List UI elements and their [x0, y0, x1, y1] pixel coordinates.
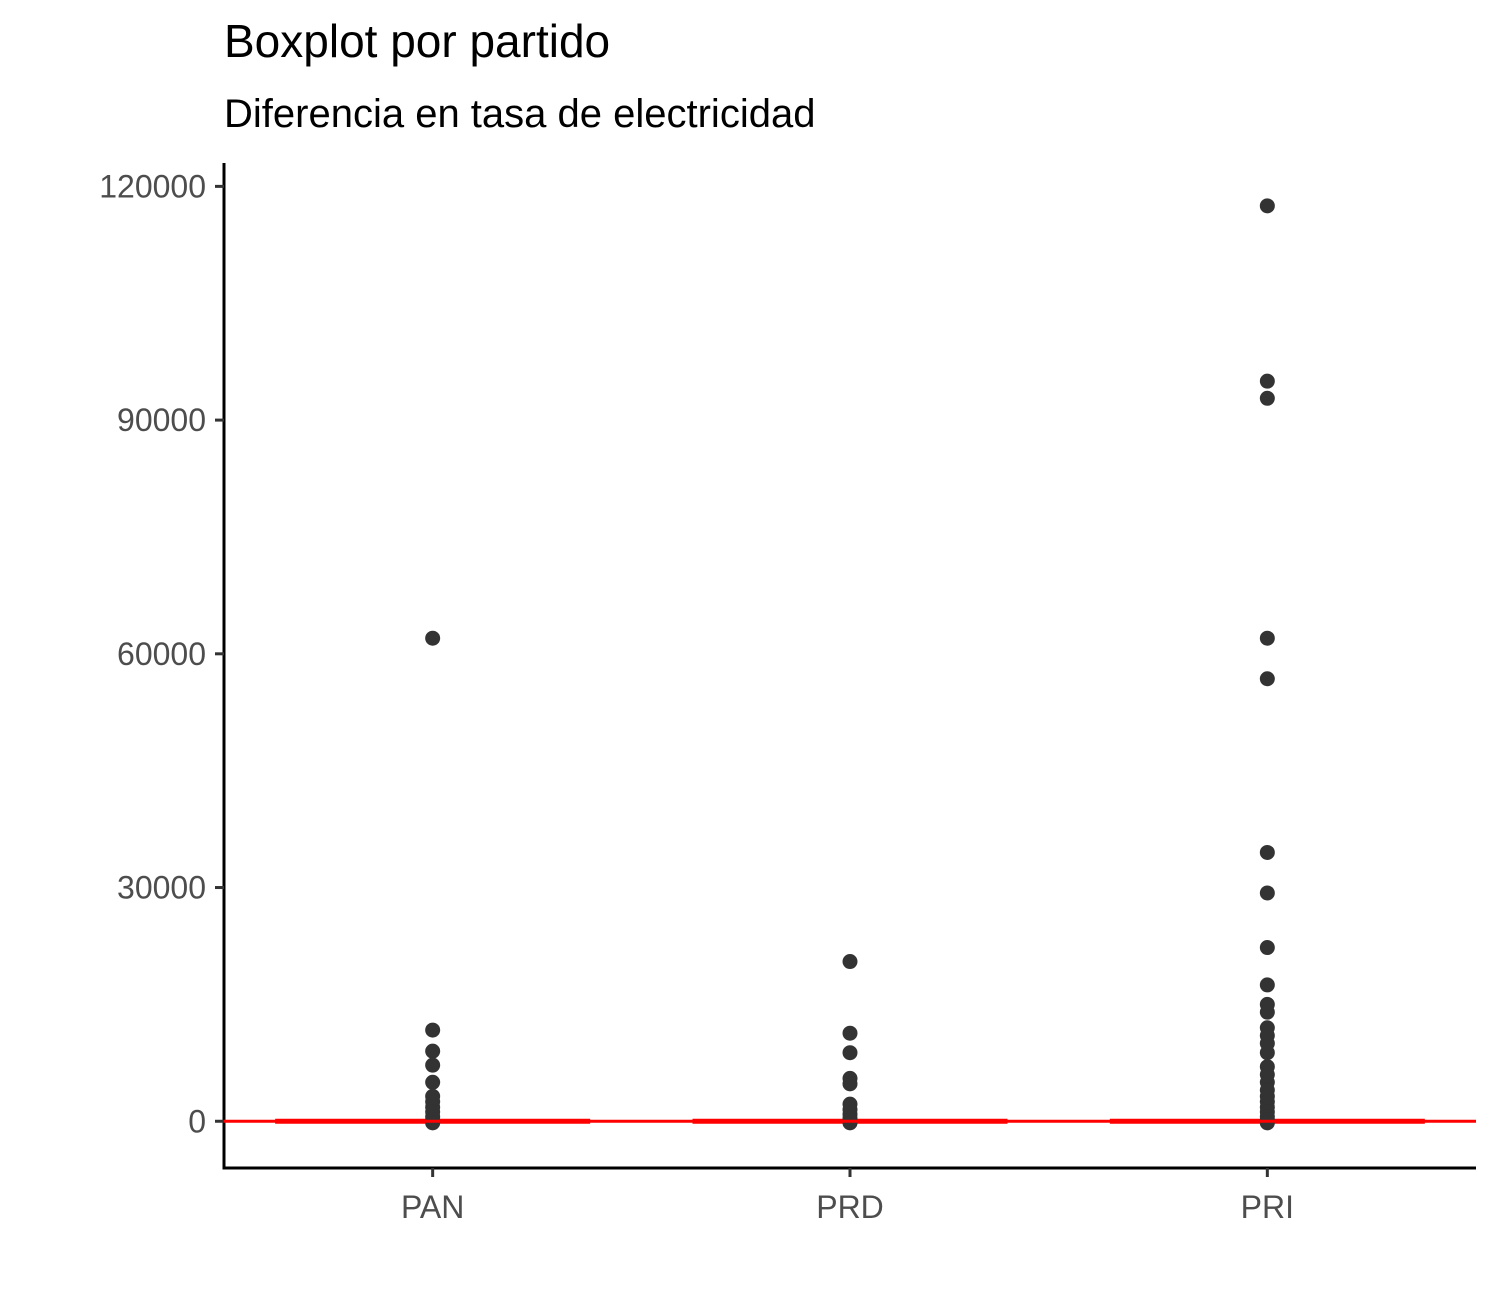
outlier-point	[1259, 844, 1275, 860]
outlier-point	[425, 1057, 441, 1073]
outlier-points	[425, 198, 1275, 1131]
outlier-point	[1259, 1045, 1275, 1061]
outlier-point	[425, 1043, 441, 1059]
chart-title: Boxplot por partido	[224, 15, 611, 67]
x-tick-label: PAN	[401, 1189, 464, 1225]
y-tick-label: 60000	[117, 636, 206, 672]
outlier-point	[842, 1076, 858, 1092]
outlier-point	[1259, 373, 1275, 389]
y-axis: 0 30000 60000 90000 120000	[99, 163, 226, 1168]
outlier-point	[1259, 198, 1275, 214]
outlier-point	[1259, 630, 1275, 646]
chart-subtitle: Diferencia en tasa de electricidad	[224, 92, 816, 136]
outlier-point	[1259, 885, 1275, 901]
outlier-point	[1259, 1115, 1275, 1131]
y-tick-label: 30000	[117, 870, 206, 906]
outlier-point	[425, 1074, 441, 1090]
y-tick-label: 0	[188, 1103, 206, 1139]
outlier-point	[842, 1115, 858, 1131]
y-tick-label: 120000	[99, 168, 206, 204]
outlier-point	[425, 1115, 441, 1131]
y-tick-label: 90000	[117, 402, 206, 438]
x-tick-label: PRD	[816, 1189, 884, 1225]
outlier-point	[1259, 390, 1275, 406]
outlier-point	[842, 1025, 858, 1041]
x-tick-label: PRI	[1241, 1189, 1294, 1225]
outlier-point	[1259, 671, 1275, 687]
x-axis: PAN PRD PRI	[222, 1166, 1476, 1225]
outlier-point	[842, 1045, 858, 1061]
outlier-point	[842, 954, 858, 970]
outlier-point	[1259, 940, 1275, 956]
outlier-point	[425, 630, 441, 646]
outlier-point	[1259, 1004, 1275, 1020]
outlier-point	[425, 1022, 441, 1038]
outlier-point	[1259, 977, 1275, 993]
